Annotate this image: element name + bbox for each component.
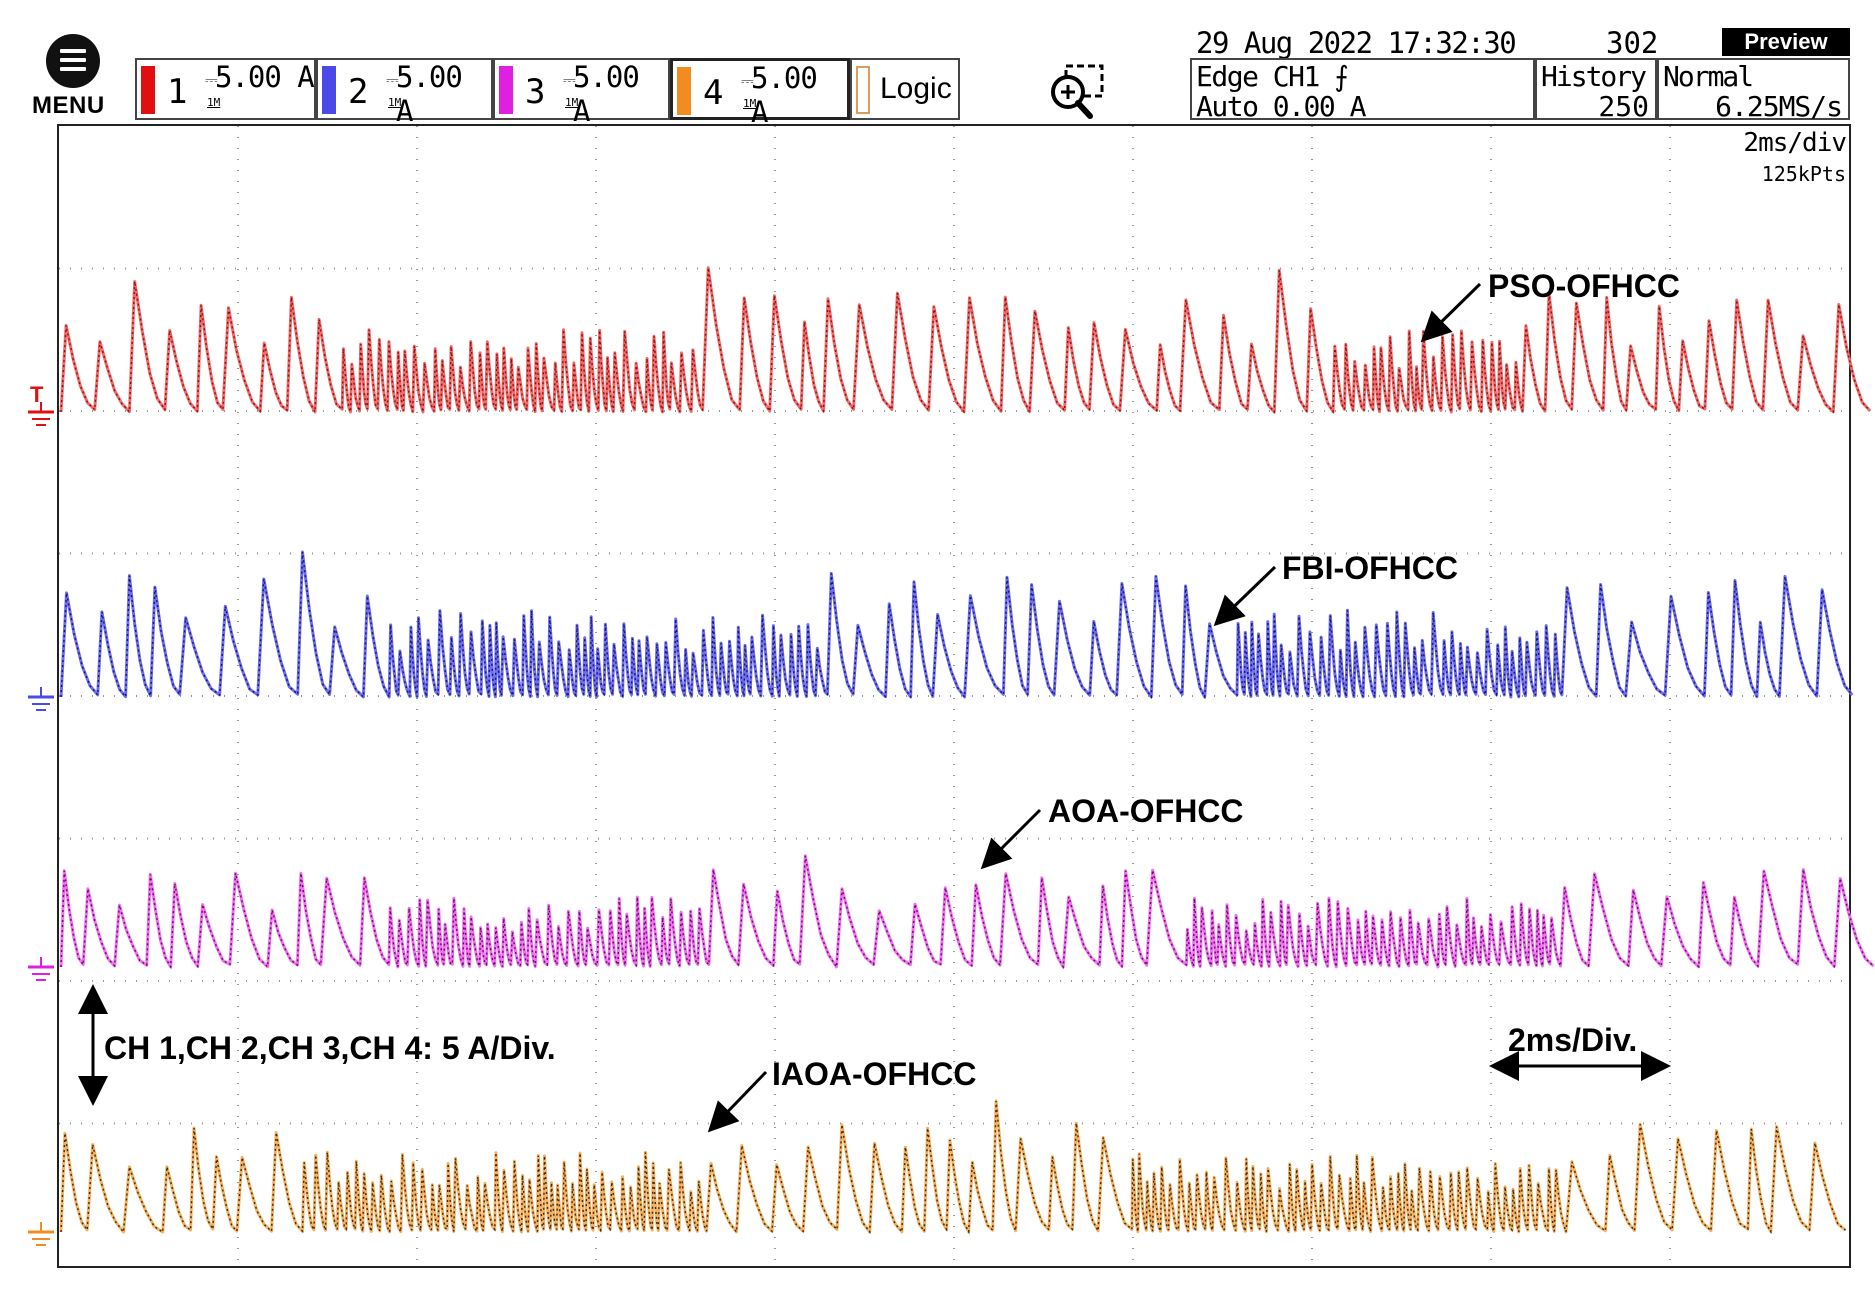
ground-markers: T bbox=[28, 382, 54, 1246]
channel-2-impedance: 1M bbox=[388, 96, 402, 109]
coupling-dc-icon: ⎓ bbox=[563, 70, 576, 89]
coupling-dc-icon: ⎓ bbox=[741, 71, 754, 90]
trace-ch3-aoa bbox=[59, 854, 1875, 969]
channel-2-number: 2 bbox=[348, 72, 369, 112]
label-pso-ofhcc: PSO-OFHCC bbox=[1488, 268, 1680, 304]
channel-3-impedance: 1M bbox=[565, 96, 579, 109]
arrow-aoa bbox=[980, 808, 1042, 870]
channel-2-color-swatch bbox=[322, 66, 336, 114]
acquisition-panel[interactable]: Normal 6.25MS/s bbox=[1657, 58, 1850, 123]
trigger-mode: Auto 0.00 A bbox=[1196, 90, 1366, 123]
logic-color-swatch bbox=[856, 66, 870, 114]
acquisition-mode: Normal bbox=[1663, 60, 1754, 93]
arrow-iaoa bbox=[707, 1070, 768, 1133]
logic-channel-button[interactable]: Logic bbox=[850, 58, 960, 120]
channel-3-indicator[interactable]: 3 ⎓ 5.00 A 1M bbox=[493, 58, 670, 128]
channel-2-indicator[interactable]: 2 ⎓ 5.00 A 1M bbox=[316, 58, 493, 128]
sample-rate: 6.25MS/s bbox=[1715, 90, 1843, 123]
history-panel[interactable]: History 250 bbox=[1535, 58, 1657, 123]
channel-1-scale: 5.00 A bbox=[215, 60, 315, 94]
channel-4-color-swatch bbox=[677, 67, 691, 115]
timebase-value: 2ms/div bbox=[1743, 128, 1847, 158]
trace-ch1-pso-overlay bbox=[60, 267, 1871, 415]
trace-ch4-iaoa bbox=[59, 1099, 1847, 1234]
history-value: 250 bbox=[1598, 90, 1649, 123]
trigger-source: Edge CH1 ⨍ bbox=[1196, 60, 1349, 93]
channel-1-impedance: 1M bbox=[207, 96, 221, 109]
menu-label: MENU bbox=[32, 92, 105, 119]
trace-ch3-aoa-overlay bbox=[60, 855, 1875, 970]
zoom-icon[interactable] bbox=[1046, 60, 1108, 122]
ground-marker-ch1 bbox=[28, 402, 54, 426]
time-annotation: 2ms/Div. bbox=[1508, 1022, 1638, 1058]
channel-1-indicator[interactable]: 1 ⎓ 5.00 A 1M bbox=[135, 58, 316, 120]
channel-2-scale: 5.00 A bbox=[396, 60, 463, 128]
acquisition-count: 302 bbox=[1606, 26, 1659, 60]
coupling-dc-icon: ⎓ bbox=[386, 70, 399, 89]
menu-icon bbox=[46, 34, 100, 88]
date-time: 29 Aug 2022 17:32:30 bbox=[1196, 26, 1517, 60]
ground-marker-ch2 bbox=[28, 687, 54, 711]
history-label: History bbox=[1541, 60, 1647, 93]
arrow-pso bbox=[1420, 282, 1482, 343]
trace-ch2-fbi bbox=[59, 550, 1854, 699]
channel-1-number: 1 bbox=[167, 72, 188, 112]
channel-1-color-swatch bbox=[141, 66, 155, 114]
channel-4-scale: 5.00 A bbox=[751, 61, 818, 129]
scale-annotation: CH 1,CH 2,CH 3,CH 4: 5 A/Div. bbox=[104, 1030, 556, 1066]
channel-4-impedance: 1M bbox=[743, 97, 757, 110]
channel-3-color-swatch bbox=[499, 66, 513, 114]
channel-3-scale: 5.00 A bbox=[573, 60, 640, 128]
record-length: 125kPts bbox=[1761, 162, 1846, 186]
label-iaoa-ofhcc: IAOA-OFHCC bbox=[772, 1056, 977, 1092]
trigger-panel[interactable]: Edge CH1 ⨍ Auto 0.00 A bbox=[1190, 58, 1535, 123]
top-toolbar: MENU 1 ⎓ 5.00 A 1M 2 ⎓ 5.00 A 1M 3 ⎓ 5.0… bbox=[0, 0, 1875, 129]
preview-badge: Preview bbox=[1722, 28, 1850, 56]
timebase-readout[interactable]: 2ms/div 125kPts bbox=[1740, 126, 1847, 190]
annotation-arrows bbox=[78, 282, 1671, 1133]
channel-4-indicator[interactable]: 4 ⎓ 5.00 A 1M bbox=[670, 58, 850, 129]
menu-button[interactable]: MENU bbox=[28, 30, 118, 122]
waveform-display[interactable] bbox=[57, 124, 1851, 1268]
logic-label: Logic bbox=[880, 72, 952, 105]
channel-4-number: 4 bbox=[703, 73, 724, 113]
waveform-traces bbox=[59, 266, 1875, 1235]
ground-marker-ch4 bbox=[28, 1222, 54, 1246]
channel-3-number: 3 bbox=[525, 72, 546, 112]
coupling-dc-icon: ⎓ bbox=[205, 70, 218, 89]
trigger-level-marker: T bbox=[30, 382, 44, 407]
label-aoa-ofhcc: AOA-OFHCC bbox=[1048, 793, 1244, 829]
arrow-fbi bbox=[1213, 565, 1277, 627]
label-fbi-ofhcc: FBI-OFHCC bbox=[1282, 550, 1458, 586]
ground-marker-ch3 bbox=[28, 957, 54, 981]
